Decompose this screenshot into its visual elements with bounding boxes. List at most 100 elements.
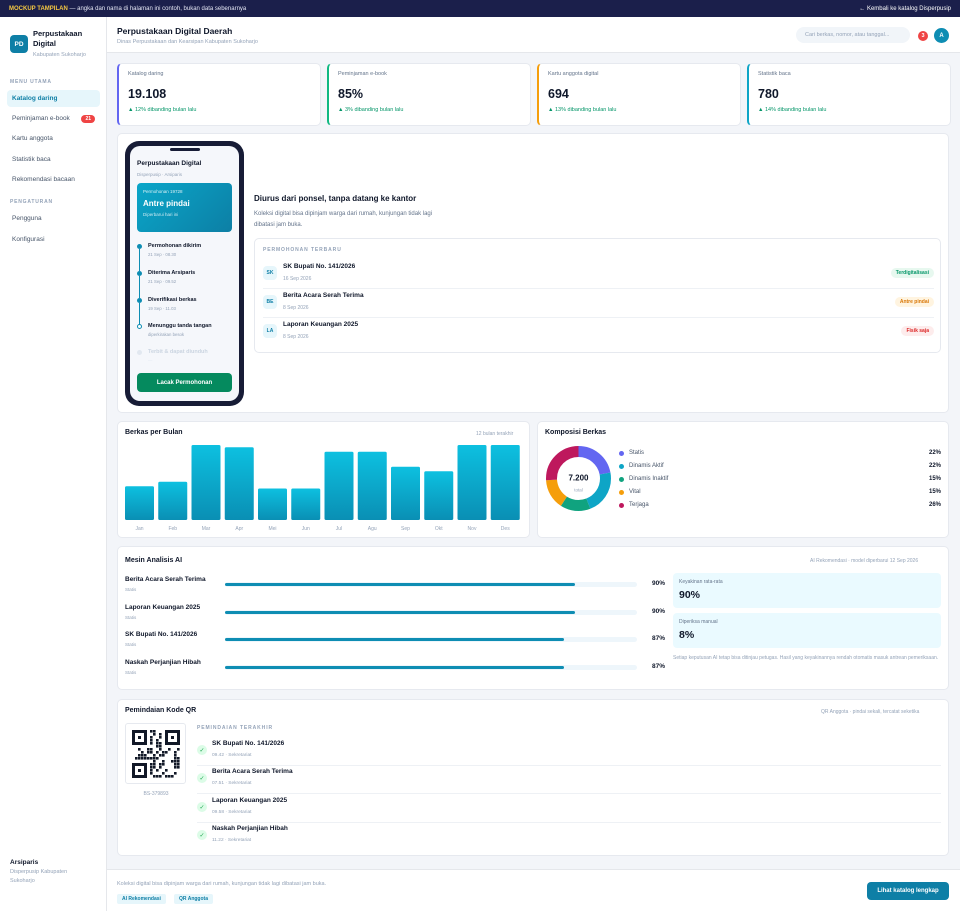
bar-mei[interactable] <box>258 488 287 521</box>
sidebar-item-peminjaman[interactable]: Peminjaman e-book 21 <box>7 110 100 127</box>
scan-title: Naskah Perjanjian Hibah <box>212 825 288 832</box>
slice-dinamis-inaktif[interactable] <box>546 446 611 511</box>
banner-text: — angka dan nama di halaman ini contoh, … <box>69 5 247 12</box>
track-request-button[interactable]: Lacak Permohonan <box>137 373 232 392</box>
ai-footnote: Setiap keputusan AI tetap bisa ditinjau … <box>673 655 939 661</box>
manual-review-card: Diperiksa manual 8% <box>673 613 941 648</box>
notification-badge[interactable]: 3 <box>918 31 928 41</box>
bar-feb[interactable] <box>158 481 188 520</box>
step-title: Permohonan dikirim <box>148 243 202 249</box>
list-item[interactable]: BE Berita Acara Serah Terima 8 Sep 2026 … <box>263 289 934 318</box>
step-done-icon <box>137 244 142 249</box>
page-title: Perpustakaan Digital Daerah <box>117 26 233 36</box>
brand[interactable]: PD Perpustakaan Digital Kabupaten Sukoha… <box>10 29 93 58</box>
phone-notch <box>170 148 200 151</box>
sidebar-item-rekomendasi[interactable]: Rekomendasi bacaan <box>7 171 100 188</box>
list-item[interactable]: ✓ Naskah Perjanjian Hibah 11.22 · Sekretar… <box>197 823 941 851</box>
mockup-banner: MOCKUP TAMPILAN — angka dan nama di hala… <box>0 0 960 17</box>
qr-title: Pemindaian Kode QR <box>125 707 197 714</box>
timeline-step: Permohonan dikirim 21 Sep · 08.30 <box>137 243 232 271</box>
stat-card-katalog[interactable]: Katalog daring 19.108 ▲ 12% dibanding bu… <box>117 63 321 126</box>
phone-title: Perpustakaan Digital <box>137 160 202 167</box>
page-subtitle: Dinas Perpustakaan dan Kearsipan Kabupat… <box>117 39 258 45</box>
ai-row[interactable]: SK Bupati No. 141/2026 Statis 87% <box>125 631 665 653</box>
hero-panel <box>117 133 949 413</box>
bar-jul[interactable] <box>324 451 354 520</box>
legend-value: 26% <box>928 502 941 508</box>
bar-okt[interactable] <box>424 471 454 520</box>
phone-subtitle: Disperpusip · Arsiparis <box>137 172 183 177</box>
bar-chart-note: 12 bulan terakhir <box>476 431 514 437</box>
timeline-step: Menunggu tanda tangan diperkirakan besok <box>137 323 232 337</box>
sidebar-item-label: Konfigurasi <box>12 236 45 243</box>
hero-description: Koleksi digital bisa dipinjam warga dari… <box>254 211 433 228</box>
sidebar-item-pengguna[interactable]: Pengguna <box>7 210 100 227</box>
step-title: Terbit & dapat diunduh <box>148 349 208 355</box>
bar-chart: Jan Feb Mar Apr Mei Jun Jul Agu Sep Okt Nov Des <box>125 445 520 532</box>
step-date: diperkirakan besok <box>148 332 185 337</box>
stat-card-peminjaman[interactable]: Peminjaman e-book 85% ▲ 3% dibanding bul… <box>327 63 531 126</box>
view-full-catalog-button[interactable]: Lihat katalog lengkap <box>867 882 949 900</box>
list-item[interactable]: ✓ SK Bupati No. 141/2026 09.42 · Sekretari… <box>197 738 941 766</box>
bar-jan[interactable] <box>125 486 154 520</box>
legend-item: Vital 15% <box>619 487 941 497</box>
stat-delta: ▲ 3% dibanding bulan lalu <box>338 107 404 113</box>
qr-code-icon[interactable] <box>125 723 186 784</box>
ai-row[interactable]: Berita Acara Serah Terima Statis 90% <box>125 576 665 598</box>
slice-dinamis-aktif[interactable] <box>546 446 611 511</box>
request-status-card: Permohonan 19728 Antre pindai Diperbarui… <box>137 183 232 232</box>
confidence-value: 87% <box>651 662 665 670</box>
avatar[interactable]: A <box>934 28 949 43</box>
stat-card-statistik[interactable]: Statistik baca 780 ▲ 14% dibanding bulan… <box>747 63 951 126</box>
x-tick-label: Jul <box>336 526 342 532</box>
stat-delta: ▲ 14% dibanding bulan lalu <box>758 107 827 113</box>
legend-label: Dinamis Aktif <box>629 463 664 469</box>
ai-doc-title: Laporan Keuangan 2025 <box>125 603 201 611</box>
avg-confidence-value: 90% <box>679 589 701 601</box>
slice-terjaga[interactable] <box>546 446 611 511</box>
x-tick-label: Nov <box>468 526 477 532</box>
stat-card-kartu[interactable]: Kartu anggota digital 694 ▲ 13% dibandin… <box>537 63 741 126</box>
bar-sep[interactable] <box>391 466 420 520</box>
sidebar-item-statistik[interactable]: Statistik baca <box>7 151 100 168</box>
stat-label: Statistik baca <box>758 71 791 77</box>
confidence-bar <box>225 637 637 642</box>
sidebar-item-konfigurasi[interactable]: Konfigurasi <box>7 231 100 248</box>
bar-agu[interactable] <box>357 451 387 520</box>
scan-time: 09.58 · Sekretariat <box>212 810 252 815</box>
stat-label: Peminjaman e-book <box>338 71 387 77</box>
confidence-fill <box>225 638 564 641</box>
bar-jun[interactable] <box>291 488 321 521</box>
recent-header: PERMOHONAN TERBARU <box>263 247 342 253</box>
back-to-catalog-link[interactable]: ← Kembali ke katalog Disperpusip <box>859 5 951 12</box>
confidence-bar <box>225 664 637 670</box>
bar-nov[interactable] <box>457 445 487 520</box>
bar-des[interactable] <box>490 445 520 520</box>
list-item[interactable]: ✓ Berita Acara Serah Terima 07.51 · Sekret… <box>197 766 941 794</box>
confidence-value: 90% <box>651 607 665 615</box>
legend-value: 15% <box>928 476 941 482</box>
step-title: Menunggu tanda tangan <box>148 323 212 329</box>
bar-mar[interactable] <box>191 445 221 520</box>
search-input[interactable]: Cari berkas, nomor, atau tanggal... <box>796 27 910 43</box>
sidebar-item-katalog[interactable]: Katalog daring <box>7 90 100 107</box>
bar-apr[interactable] <box>224 447 254 520</box>
x-tick-label: Okt <box>435 526 443 532</box>
step-done-icon <box>137 271 142 276</box>
list-item[interactable]: ✓ Laporan Keuangan 2025 09.58 · Sekretaria… <box>197 795 941 823</box>
x-tick-label: Jun <box>302 526 310 532</box>
manual-review-label: Diperiksa manual <box>679 619 718 625</box>
feature-chip-qr: QR Anggota <box>174 894 213 904</box>
qr-code-id: BS-379893 <box>143 791 169 797</box>
ai-doc-class: Statis <box>125 614 137 620</box>
ai-row[interactable]: Laporan Keuangan 2025 Statis 90% <box>125 604 665 626</box>
banner-tag: MOCKUP TAMPILAN <box>9 5 68 12</box>
sidebar-item-kartu[interactable]: Kartu anggota <box>7 130 100 147</box>
footer-text: Koleksi digital bisa dipinjam warga dari… <box>117 881 327 887</box>
list-item[interactable]: SK SK Bupati No. 141/2026 16 Sep 2026 Te… <box>263 260 934 289</box>
stat-value: 85% <box>338 87 364 101</box>
stat-value: 780 <box>758 87 779 101</box>
list-item[interactable]: LA Laporan Keuangan 2025 8 Sep 2026 Fisi… <box>263 318 934 347</box>
ai-row[interactable]: Naskah Perjanjian Hibah Statis 87% <box>125 659 665 681</box>
scan-time: 09.42 · Sekretariat <box>212 753 252 758</box>
